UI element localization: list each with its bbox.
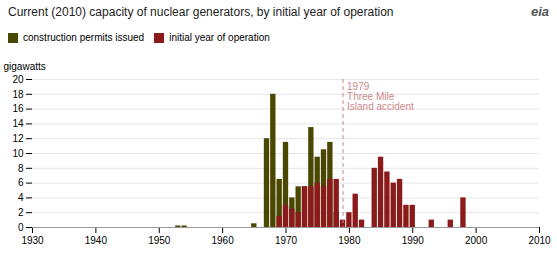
- svg-text:1960: 1960: [212, 235, 235, 246]
- svg-text:12: 12: [12, 133, 24, 144]
- html-text:initial year of operation: initial year of operation: [169, 32, 270, 43]
- svg-text:10: 10: [12, 148, 24, 159]
- svg-text:4: 4: [18, 192, 24, 203]
- svg-text:1940: 1940: [85, 235, 108, 246]
- svg-text:gigawatts: gigawatts: [4, 61, 46, 72]
- svg-text:20: 20: [12, 74, 24, 85]
- svg-text:1979Three MileIsland accident: 1979Three MileIsland accident: [347, 81, 414, 112]
- svg-text:2000: 2000: [465, 235, 488, 246]
- svg-text:6: 6: [18, 177, 24, 188]
- svg-text:1950: 1950: [148, 235, 171, 246]
- html-text:eia: eia: [530, 4, 549, 19]
- svg-text:1980: 1980: [338, 235, 361, 246]
- svg-text:1970: 1970: [275, 235, 298, 246]
- svg-text:16: 16: [12, 103, 24, 114]
- svg-text:2: 2: [18, 207, 24, 218]
- svg-text:2010: 2010: [528, 235, 551, 246]
- svg-text:1990: 1990: [402, 235, 425, 246]
- svg-text:14: 14: [12, 118, 24, 129]
- svg-text:8: 8: [18, 163, 24, 174]
- html-text:Current (2010) capacity of nuc: Current (2010) capacity of nuclear gener…: [8, 5, 394, 19]
- svg-text:1930: 1930: [21, 235, 44, 246]
- svg-text:0: 0: [18, 222, 24, 233]
- svg-text:18: 18: [12, 89, 24, 100]
- html-text:construction permits issued: construction permits issued: [23, 32, 145, 43]
